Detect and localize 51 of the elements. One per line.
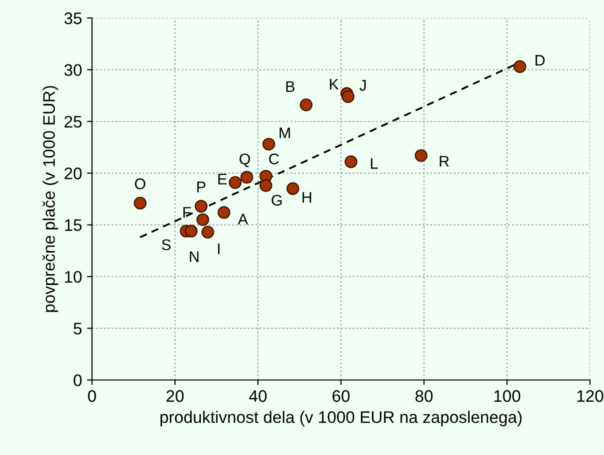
y-tick-label: 20 xyxy=(64,168,82,180)
annotation: B xyxy=(286,81,294,92)
annotation: C xyxy=(269,154,279,164)
point xyxy=(134,196,147,210)
point xyxy=(344,155,358,168)
point xyxy=(514,60,526,73)
y-tick-label: 0 xyxy=(74,374,82,386)
point xyxy=(184,224,198,238)
x-tick-label: 0 xyxy=(88,390,96,402)
x-tick-label: 100 xyxy=(494,390,520,402)
annotation: O xyxy=(134,178,146,190)
annotation: G xyxy=(272,194,282,206)
annotation: A xyxy=(238,214,248,224)
y-tick-label: 30 xyxy=(64,64,82,76)
point xyxy=(414,149,428,162)
x-tick-label: 60 xyxy=(332,390,350,402)
annotation: D xyxy=(536,55,545,66)
x-axis-title: produktivnost dela (v 1000 EUR na zaposlenega) xyxy=(160,410,522,426)
annotation: M xyxy=(280,128,290,138)
annotation: H xyxy=(302,192,312,203)
point xyxy=(300,98,313,112)
annotation: L xyxy=(370,158,378,169)
point xyxy=(194,200,208,213)
x-tick-label: 40 xyxy=(249,390,267,402)
x-tick-label: 120 xyxy=(577,390,604,402)
annotation: P xyxy=(197,182,206,192)
point xyxy=(218,206,230,219)
point xyxy=(240,170,254,184)
annotation: I xyxy=(218,244,220,254)
annotation: Q xyxy=(240,154,250,168)
annotation: S xyxy=(162,239,171,250)
y-axis-title: povprečne plače (v 1000 EUR) xyxy=(42,86,58,312)
x-tick-label: 20 xyxy=(166,390,184,402)
y-tick-label: 35 xyxy=(64,12,82,24)
point xyxy=(260,179,272,192)
annotation: R xyxy=(440,156,449,167)
point xyxy=(262,138,276,151)
point xyxy=(201,226,214,238)
y-tick-label: 25 xyxy=(64,116,82,128)
annotation: J xyxy=(359,80,366,91)
y-tick-label: 5 xyxy=(74,322,82,334)
point xyxy=(228,176,242,189)
point xyxy=(342,90,354,103)
y-tick-label: 15 xyxy=(65,219,82,232)
point xyxy=(286,182,300,196)
x-tick-label: 80 xyxy=(415,390,433,402)
annotation: E xyxy=(218,174,227,184)
annotation: K xyxy=(330,78,339,90)
point xyxy=(196,213,210,226)
y-tick-label: 10 xyxy=(65,270,82,283)
annotation: N xyxy=(190,252,198,262)
